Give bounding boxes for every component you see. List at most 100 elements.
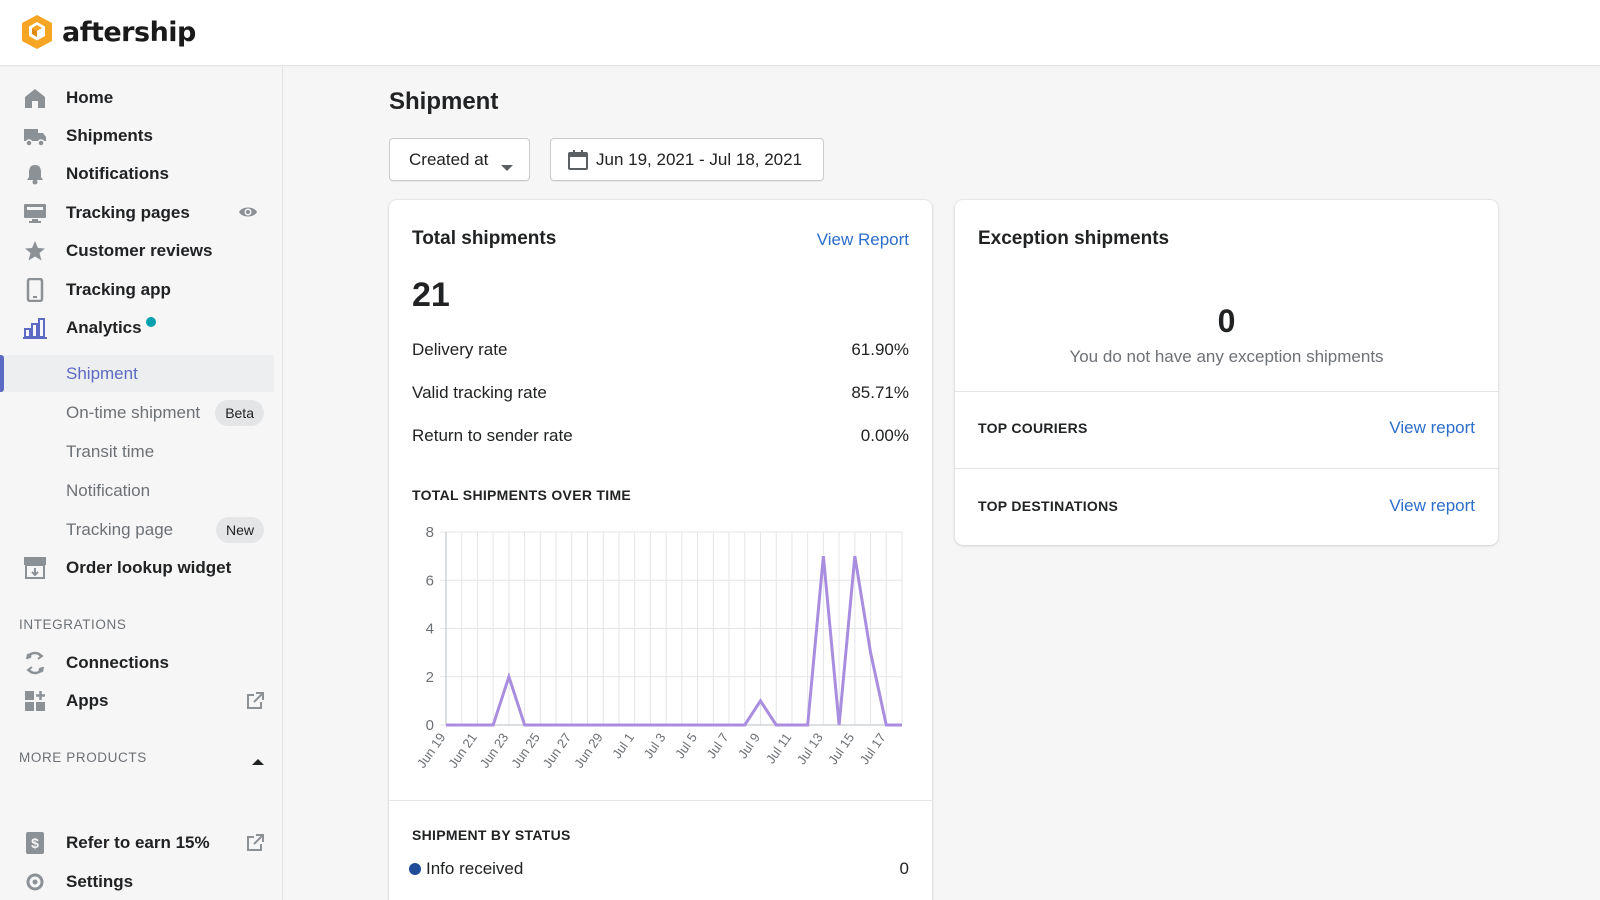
card-divider xyxy=(955,468,1498,469)
truck-icon xyxy=(23,124,47,148)
sidebar-item-notifications[interactable]: Notifications xyxy=(0,155,283,193)
exception-shipments-title: Exception shipments xyxy=(978,228,1170,249)
created-at-label: Created at xyxy=(409,149,489,169)
chart-x-tick-label: Jun 29 xyxy=(571,730,606,770)
sidebar-subitem-on-time-shipment[interactable]: On-time shipment Beta xyxy=(0,394,283,431)
status-dot xyxy=(146,317,156,327)
aftership-logo[interactable]: aftership xyxy=(20,14,196,50)
sidebar-item-label: Order lookup widget xyxy=(66,558,232,577)
status-color-dot xyxy=(409,863,421,875)
gear-icon xyxy=(23,870,47,894)
top-couriers-view-report-link[interactable]: View report xyxy=(1389,418,1475,437)
sidebar-item-apps[interactable]: Apps xyxy=(0,682,283,720)
chart-x-tick-label: Jul 9 xyxy=(735,730,763,761)
delivery-rate-value: 61.90% xyxy=(851,340,909,359)
chart-x-tick-label: Jul 13 xyxy=(794,730,826,767)
chart-x-tick-label: Jun 23 xyxy=(477,730,512,770)
sidebar-item-label: Home xyxy=(66,88,114,107)
caret-up-icon[interactable] xyxy=(252,753,264,771)
integrations-heading: INTEGRATIONS xyxy=(19,617,127,632)
chart-y-tick-label: 4 xyxy=(426,621,434,638)
created-at-select[interactable]: Created at xyxy=(389,138,530,181)
external-link-icon xyxy=(246,834,264,852)
view-report-link[interactable]: View Report xyxy=(816,230,909,249)
chart-x-tick-label: Jun 27 xyxy=(540,730,575,770)
sidebar-item-label: Settings xyxy=(66,872,134,891)
sidebar-item-label: Apps xyxy=(66,691,109,710)
calendar-icon xyxy=(568,149,588,170)
card-divider xyxy=(389,800,932,801)
sidebar-item-label: Tracking app xyxy=(66,280,171,299)
caret-down-icon xyxy=(501,157,513,177)
date-range-picker[interactable]: Jun 19, 2021 - Jul 18, 2021 xyxy=(550,138,824,181)
return-to-sender-rate-label: Return to sender rate xyxy=(412,426,573,445)
mobile-icon xyxy=(23,278,47,302)
apps-icon xyxy=(23,689,47,713)
sidebar-item-label: Refer to earn 15% xyxy=(66,833,210,852)
chart-x-tick-label: Jul 1 xyxy=(609,730,637,761)
sidebar-item-label: Shipments xyxy=(66,126,153,145)
chart-x-tick-label: Jul 11 xyxy=(763,730,795,766)
sidebar: Home Shipments Notifications Tracking pa… xyxy=(0,67,283,900)
widget-icon xyxy=(23,556,47,580)
chart-x-tick-label: Jun 19 xyxy=(414,730,449,770)
sidebar-subitem-label: Tracking page xyxy=(66,520,174,539)
chart-y-tick-label: 2 xyxy=(426,669,434,686)
sidebar-item-label: Connections xyxy=(66,653,169,672)
sidebar-subitem-shipment[interactable]: Shipment xyxy=(0,355,274,392)
connections-icon xyxy=(23,651,47,675)
chart-x-tick-label: Jul 17 xyxy=(857,730,889,767)
sidebar-subitem-label: Notification xyxy=(66,481,151,500)
dollar-icon: $ xyxy=(23,831,47,855)
bell-icon xyxy=(23,162,47,186)
sidebar-item-order-lookup-widget[interactable]: Order lookup widget xyxy=(0,549,283,587)
sidebar-item-refer[interactable]: $ Refer to earn 15% xyxy=(0,824,283,862)
sidebar-subitem-label: On-time shipment xyxy=(66,403,201,422)
sidebar-item-customer-reviews[interactable]: Customer reviews xyxy=(0,232,283,270)
chart-x-tick-label: Jul 7 xyxy=(703,730,731,761)
status-value: 0 xyxy=(899,859,909,878)
eye-icon[interactable] xyxy=(238,204,258,225)
sidebar-item-label: Notifications xyxy=(66,164,169,183)
home-icon xyxy=(23,86,47,110)
status-label: Info received xyxy=(426,859,524,878)
sidebar-item-analytics[interactable]: Analytics xyxy=(0,309,283,347)
sidebar-subitem-transit-time[interactable]: Transit time xyxy=(0,433,283,470)
beta-badge: Beta xyxy=(215,400,264,426)
exception-count: 0 xyxy=(1217,303,1236,339)
svg-text:$: $ xyxy=(31,835,39,851)
return-to-sender-rate-value: 0.00% xyxy=(860,426,909,445)
new-badge: New xyxy=(215,517,264,543)
chart-x-tick-label: Jun 21 xyxy=(445,730,480,770)
sidebar-subitem-notification[interactable]: Notification xyxy=(0,472,283,509)
chart-x-tick-label: Jun 25 xyxy=(508,730,543,770)
brand-name: aftership xyxy=(62,16,196,48)
sidebar-item-settings[interactable]: Settings xyxy=(0,863,283,900)
sidebar-item-connections[interactable]: Connections xyxy=(0,644,283,682)
aftership-logo-icon xyxy=(22,15,52,49)
top-destinations-view-report-link[interactable]: View report xyxy=(1389,496,1475,515)
sidebar-item-tracking-pages[interactable]: Tracking pages xyxy=(0,194,283,232)
chart-heading: TOTAL SHIPMENTS OVER TIME xyxy=(412,487,632,503)
sidebar-item-label: Analytics xyxy=(66,318,142,337)
more-products-heading[interactable]: MORE PRODUCTS xyxy=(19,750,147,765)
chart-y-tick-label: 0 xyxy=(426,717,434,734)
page-title: Shipment xyxy=(389,88,499,115)
sidebar-item-label: Customer reviews xyxy=(66,241,213,260)
sidebar-item-tracking-app[interactable]: Tracking app xyxy=(0,271,283,309)
monitor-icon xyxy=(23,201,47,225)
delivery-rate-label: Delivery rate xyxy=(412,340,508,359)
total-shipments-count: 21 xyxy=(412,276,450,314)
chart-x-tick-label: Jul 15 xyxy=(825,730,857,767)
card-divider xyxy=(955,391,1498,392)
sidebar-subitem-tracking-page[interactable]: Tracking page New xyxy=(0,511,283,548)
total-shipments-title: Total shipments xyxy=(412,228,557,249)
sidebar-subitem-label: Transit time xyxy=(66,442,155,461)
sidebar-item-home[interactable]: Home xyxy=(0,79,283,117)
exception-empty-text: You do not have any exception shipments xyxy=(1069,347,1384,366)
sidebar-subitem-label: Shipment xyxy=(66,364,138,383)
star-icon xyxy=(23,239,47,263)
sidebar-item-shipments[interactable]: Shipments xyxy=(0,117,283,155)
top-bar: aftership xyxy=(0,0,1600,66)
